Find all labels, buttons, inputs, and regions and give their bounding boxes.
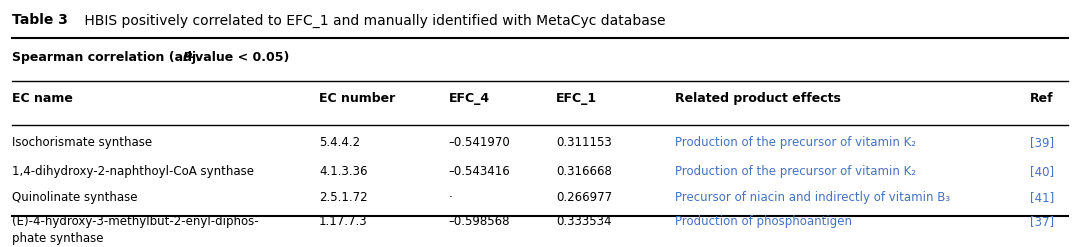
Text: EFC_1: EFC_1: [556, 92, 597, 105]
Text: P: P: [183, 51, 191, 64]
Text: 0.266977: 0.266977: [556, 191, 612, 204]
Text: [37]: [37]: [1030, 215, 1054, 228]
Text: -value < 0.05): -value < 0.05): [190, 51, 289, 64]
Text: Quinolinate synthase: Quinolinate synthase: [12, 191, 137, 204]
Text: Table 3: Table 3: [12, 13, 68, 27]
Text: 4.1.3.36: 4.1.3.36: [320, 165, 367, 178]
Text: –0.541970: –0.541970: [448, 136, 510, 149]
Text: Spearman correlation (adj.: Spearman correlation (adj.: [12, 51, 205, 64]
Text: Related product effects: Related product effects: [675, 92, 840, 105]
Text: [40]: [40]: [1030, 165, 1054, 178]
Text: Production of the precursor of vitamin K₂: Production of the precursor of vitamin K…: [675, 136, 916, 149]
Text: 2.5.1.72: 2.5.1.72: [320, 191, 368, 204]
Text: 0.316668: 0.316668: [556, 165, 612, 178]
Text: EC name: EC name: [12, 92, 73, 105]
Text: EC number: EC number: [320, 92, 395, 105]
Text: 0.311153: 0.311153: [556, 136, 612, 149]
Text: 5.4.4.2: 5.4.4.2: [320, 136, 361, 149]
Text: [39]: [39]: [1030, 136, 1054, 149]
Text: 0.333534: 0.333534: [556, 215, 611, 228]
Text: Production of phosphoantigen: Production of phosphoantigen: [675, 215, 852, 228]
Text: 1,4-dihydroxy-2-naphthoyl-CoA synthase: 1,4-dihydroxy-2-naphthoyl-CoA synthase: [12, 165, 254, 178]
Text: Production of the precursor of vitamin K₂: Production of the precursor of vitamin K…: [675, 165, 916, 178]
Text: ·: ·: [448, 191, 453, 204]
Text: [41]: [41]: [1030, 191, 1054, 204]
Text: –0.543416: –0.543416: [448, 165, 510, 178]
Text: EFC_4: EFC_4: [448, 92, 489, 105]
Text: 1.17.7.3: 1.17.7.3: [320, 215, 368, 228]
Text: HBIS positively correlated to EFC_1 and manually identified with MetaCyc databas: HBIS positively correlated to EFC_1 and …: [80, 13, 665, 28]
Text: –0.598568: –0.598568: [448, 215, 510, 228]
Text: Ref: Ref: [1030, 92, 1054, 105]
Text: (E)-4-hydroxy-3-methylbut-2-enyl-diphos-
phate synthase: (E)-4-hydroxy-3-methylbut-2-enyl-diphos-…: [12, 215, 259, 245]
Text: Isochorismate synthase: Isochorismate synthase: [12, 136, 152, 149]
Text: Precursor of niacin and indirectly of vitamin B₃: Precursor of niacin and indirectly of vi…: [675, 191, 949, 204]
